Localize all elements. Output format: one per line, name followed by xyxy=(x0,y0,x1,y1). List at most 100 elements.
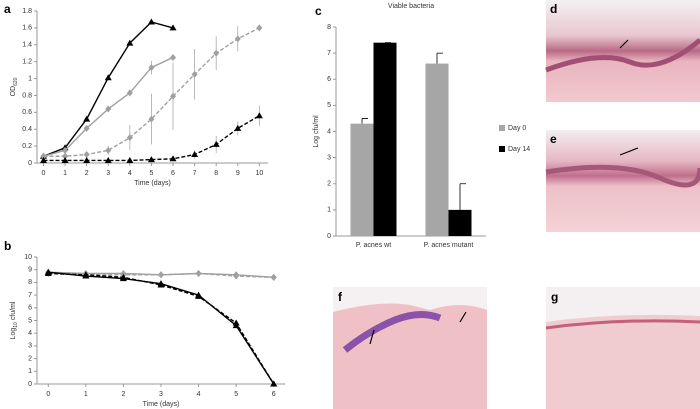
x-tick-label: 2 xyxy=(85,170,89,177)
marker xyxy=(270,380,278,387)
legend-swatch xyxy=(499,125,505,131)
error-bar xyxy=(459,183,466,210)
label-part: cfu/ml xyxy=(10,301,17,322)
tissue-layer xyxy=(545,319,700,330)
arrow xyxy=(369,311,467,345)
marker xyxy=(126,156,134,163)
marker xyxy=(83,115,91,122)
x-tick-label: 8 xyxy=(214,170,218,177)
arrow xyxy=(619,39,629,49)
histology-image xyxy=(333,287,487,409)
marker xyxy=(157,281,165,288)
y-tick-label: 8 xyxy=(327,24,331,31)
marker xyxy=(83,124,90,132)
series-line xyxy=(43,21,174,157)
x-tick-label: 4 xyxy=(128,170,132,177)
y-axis-title: Log cfu/ml xyxy=(313,115,320,148)
panel-label: d xyxy=(550,2,557,16)
marker xyxy=(255,112,263,119)
x-tick-label: 0 xyxy=(42,170,46,177)
panel-label: e xyxy=(550,132,557,146)
x-tick-label: 0 xyxy=(46,391,50,398)
y-tick-label: 3 xyxy=(28,343,32,350)
panel-label: b xyxy=(4,239,11,253)
y-tick-label: 7 xyxy=(28,292,32,299)
marker xyxy=(148,115,155,123)
marker xyxy=(212,140,220,147)
x-tick-label: 3 xyxy=(159,391,163,398)
marker xyxy=(83,156,91,163)
x-tick-label: 10 xyxy=(255,170,263,177)
legend-swatch xyxy=(499,146,505,152)
x-tick-label: P. acnes mutant xyxy=(424,242,474,249)
marker xyxy=(105,146,112,154)
label-part: OD xyxy=(10,86,17,97)
y-tick-label: 1 xyxy=(327,207,331,214)
marker xyxy=(170,92,177,100)
marker xyxy=(83,151,90,159)
legend-label: Day 14 xyxy=(508,146,530,153)
y-tick-label: 0.8 xyxy=(22,92,32,99)
marker xyxy=(191,70,198,78)
y-tick-label: 1.2 xyxy=(22,59,32,66)
y-tick-label: 8 xyxy=(28,279,32,286)
y-tick-label: 7 xyxy=(327,50,331,57)
chart-title: Viable bacteria xyxy=(388,3,434,10)
marker xyxy=(126,89,133,97)
marker xyxy=(61,156,69,163)
y-tick-label: 5 xyxy=(28,317,32,324)
y-tick-label: 5 xyxy=(327,102,331,109)
background-area xyxy=(546,287,700,322)
y-tick-label: 2 xyxy=(28,355,32,362)
y-tick-label: 0.2 xyxy=(22,143,32,150)
x-tick-label: 7 xyxy=(193,170,197,177)
y-tick-label: 1.4 xyxy=(22,42,32,49)
x-tick-label: 1 xyxy=(84,391,88,398)
y-tick-label: 2 xyxy=(327,181,331,188)
x-axis-title: Time (days) xyxy=(134,180,171,187)
marker xyxy=(234,124,242,131)
y-tick-label: 0 xyxy=(28,160,32,167)
y-tick-label: 1.8 xyxy=(22,8,32,15)
image-panels xyxy=(333,0,700,409)
marker xyxy=(158,271,164,279)
marker xyxy=(126,134,133,142)
panel-label: g xyxy=(551,290,558,304)
x-tick-label: 9 xyxy=(236,170,240,177)
y-tick-label: 0 xyxy=(327,233,331,240)
x-axis-title: Time (days) xyxy=(143,401,180,408)
bar xyxy=(448,209,472,236)
marker xyxy=(169,155,177,162)
x-tick-label: P. acnes wt xyxy=(356,242,391,249)
bar xyxy=(373,42,397,236)
y-tick-label: 10 xyxy=(24,254,32,261)
marker xyxy=(147,156,155,163)
x-tick-label: 4 xyxy=(197,391,201,398)
marker xyxy=(148,64,155,72)
subscript: 620 xyxy=(13,77,19,86)
marker xyxy=(126,39,134,46)
axis-title: Log10 cfu/ml xyxy=(10,301,19,339)
x-tick-label: 1 xyxy=(63,170,67,177)
marker xyxy=(233,272,240,280)
label-part: Log xyxy=(10,328,17,340)
series-line xyxy=(48,272,275,385)
marker xyxy=(169,24,177,31)
marker xyxy=(105,105,112,113)
x-tick-label: 6 xyxy=(171,170,175,177)
y-tick-label: 1.6 xyxy=(22,25,32,32)
y-tick-label: 6 xyxy=(28,305,32,312)
axis-title: OD620 xyxy=(10,77,19,96)
bar xyxy=(425,63,449,237)
marker xyxy=(40,152,47,160)
y-tick-label: 4 xyxy=(28,330,32,337)
marker xyxy=(62,152,69,160)
histology-image xyxy=(546,0,700,102)
y-tick-label: 0.4 xyxy=(22,126,32,133)
y-tick-label: 4 xyxy=(327,128,331,135)
marker xyxy=(44,270,52,277)
marker xyxy=(213,49,220,57)
y-tick-label: 0 xyxy=(28,381,32,388)
panel-label: f xyxy=(338,290,343,304)
